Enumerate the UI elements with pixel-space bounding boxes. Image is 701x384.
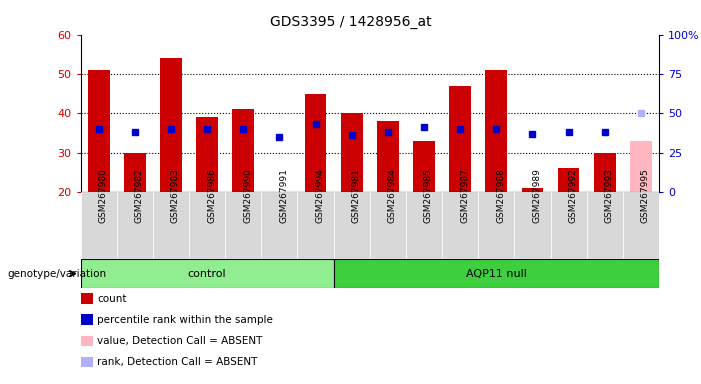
Text: GSM267981: GSM267981 xyxy=(352,168,361,223)
Text: GSM267988: GSM267988 xyxy=(496,168,505,223)
Bar xyxy=(341,113,362,192)
Bar xyxy=(406,192,442,259)
Bar xyxy=(478,192,515,259)
Bar xyxy=(377,121,399,192)
Bar xyxy=(297,192,334,259)
Text: percentile rank within the sample: percentile rank within the sample xyxy=(97,315,273,325)
Bar xyxy=(196,117,218,192)
Bar xyxy=(594,153,615,192)
Text: GSM267992: GSM267992 xyxy=(569,168,578,223)
Text: rank, Detection Call = ABSENT: rank, Detection Call = ABSENT xyxy=(97,357,258,367)
Bar xyxy=(189,192,225,259)
Bar xyxy=(233,109,254,192)
Text: GDS3395 / 1428956_at: GDS3395 / 1428956_at xyxy=(270,15,431,29)
Text: GSM267987: GSM267987 xyxy=(460,168,469,223)
Bar xyxy=(485,70,507,192)
Bar xyxy=(449,86,471,192)
Text: count: count xyxy=(97,294,127,304)
Bar xyxy=(153,192,189,259)
Bar xyxy=(558,169,580,192)
Bar xyxy=(369,192,406,259)
Bar xyxy=(334,192,370,259)
Text: GSM267989: GSM267989 xyxy=(533,168,541,223)
Text: GSM267985: GSM267985 xyxy=(424,168,433,223)
Bar xyxy=(522,188,543,192)
Text: AQP11 null: AQP11 null xyxy=(466,268,526,279)
Bar xyxy=(88,70,109,192)
Bar xyxy=(305,94,327,192)
Text: GSM267993: GSM267993 xyxy=(605,168,613,223)
Text: GSM267982: GSM267982 xyxy=(135,168,144,223)
Bar xyxy=(117,192,153,259)
Bar xyxy=(587,192,622,259)
Bar xyxy=(442,192,478,259)
Text: genotype/variation: genotype/variation xyxy=(7,268,106,279)
Text: GSM267994: GSM267994 xyxy=(315,168,325,223)
Text: GSM267995: GSM267995 xyxy=(641,168,650,223)
Text: GSM267984: GSM267984 xyxy=(388,168,397,223)
Bar xyxy=(261,192,297,259)
Bar xyxy=(124,153,146,192)
Bar xyxy=(515,192,550,259)
Text: GSM267986: GSM267986 xyxy=(207,168,216,223)
Text: value, Detection Call = ABSENT: value, Detection Call = ABSENT xyxy=(97,336,263,346)
Text: GSM267990: GSM267990 xyxy=(243,168,252,223)
Text: control: control xyxy=(188,268,226,279)
Bar xyxy=(550,192,587,259)
Text: GSM267991: GSM267991 xyxy=(280,168,288,223)
Text: GSM267983: GSM267983 xyxy=(171,168,180,223)
Bar xyxy=(81,192,117,259)
Bar xyxy=(160,58,182,192)
Bar xyxy=(81,259,334,288)
Bar xyxy=(413,141,435,192)
Text: GSM267980: GSM267980 xyxy=(99,168,108,223)
Bar xyxy=(622,192,659,259)
Bar xyxy=(630,141,652,192)
Bar xyxy=(334,259,659,288)
Bar xyxy=(225,192,261,259)
